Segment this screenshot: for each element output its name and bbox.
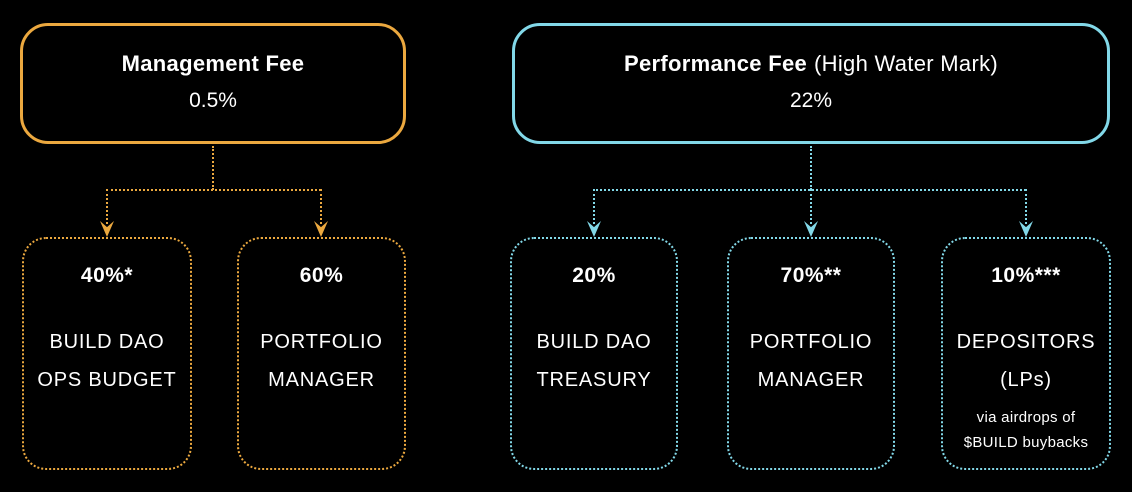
allocation-node-depositors-lps: 10%*** DEPOSITORS (LPs) via airdrops of … — [941, 237, 1111, 470]
allocation-note-line: $BUILD buybacks — [963, 434, 1089, 451]
allocation-label-line: MANAGER — [757, 369, 865, 391]
allocation-label-line: BUILD DAO — [49, 331, 165, 353]
allocation-label: DEPOSITORS (LPs) — [957, 323, 1096, 399]
allocation-label-line: PORTFOLIO — [260, 331, 383, 353]
allocation-percent: 70%** — [780, 264, 842, 287]
allocation-label-line: PORTFOLIO — [749, 331, 873, 353]
management-drop-line-1 — [106, 189, 108, 224]
performance-fee-title: Performance Fee (High Water Mark) — [624, 49, 998, 79]
allocation-node-portfolio-manager-mgmt: 60% PORTFOLIO MANAGER — [237, 237, 406, 470]
allocation-label-line: DEPOSITORS — [956, 331, 1096, 353]
allocation-percent: 20% — [572, 264, 616, 287]
allocation-percent: 40%* — [80, 264, 134, 287]
allocation-label-line: (LPs) — [1000, 369, 1052, 391]
allocation-node-build-dao-ops-budget: 40%* BUILD DAO OPS BUDGET — [22, 237, 192, 470]
management-fee-box: Management Fee 0.5% — [20, 23, 406, 144]
management-drop-line-2 — [320, 189, 322, 224]
performance-fee-box: Performance Fee (High Water Mark) 22% — [512, 23, 1110, 144]
allocation-percent: 60% — [299, 264, 344, 287]
allocation-label: BUILD DAO OPS BUDGET — [37, 323, 176, 399]
management-stem-line — [212, 146, 214, 190]
allocation-note: via airdrops of $BUILD buybacks — [964, 405, 1089, 455]
allocation-label: BUILD DAO TREASURY — [536, 323, 651, 399]
performance-stem-line — [810, 146, 812, 190]
allocation-label-line: OPS BUDGET — [37, 369, 177, 391]
allocation-note-line: via airdrops of — [976, 409, 1076, 426]
management-fee-rate: 0.5% — [189, 88, 237, 112]
allocation-label-line: BUILD DAO — [536, 331, 652, 353]
performance-drop-line-2 — [810, 189, 812, 224]
management-fee-title-text: Management Fee — [121, 50, 305, 76]
allocation-label: PORTFOLIO MANAGER — [750, 323, 872, 399]
allocation-label-line: TREASURY — [536, 369, 652, 391]
performance-branch-line — [593, 189, 1026, 191]
performance-fee-title-text: Performance Fee — [624, 50, 808, 76]
allocation-percent: 10%*** — [991, 264, 1061, 287]
performance-fee-rate: 22% — [789, 88, 833, 112]
performance-drop-line-1 — [593, 189, 595, 224]
allocation-label: PORTFOLIO MANAGER — [260, 323, 382, 399]
allocation-node-build-dao-treasury: 20% BUILD DAO TREASURY — [510, 237, 678, 470]
performance-fee-title-suffix: (High Water Mark) — [814, 50, 998, 76]
allocation-label-line: MANAGER — [268, 369, 375, 391]
management-fee-title: Management Fee — [122, 49, 305, 79]
management-branch-line — [106, 189, 321, 191]
performance-drop-line-3 — [1025, 189, 1027, 224]
allocation-node-portfolio-manager-perf: 70%** PORTFOLIO MANAGER — [727, 237, 895, 470]
